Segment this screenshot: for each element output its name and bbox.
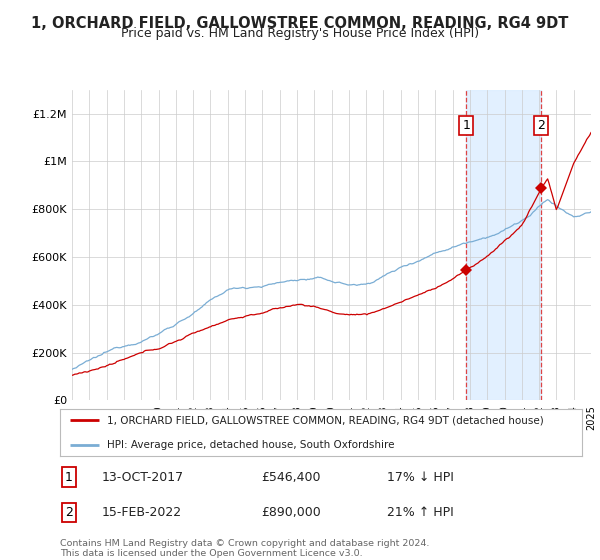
Text: 1: 1 <box>463 119 470 132</box>
Text: £890,000: £890,000 <box>261 506 321 519</box>
Text: 17% ↓ HPI: 17% ↓ HPI <box>387 470 454 484</box>
Text: HPI: Average price, detached house, South Oxfordshire: HPI: Average price, detached house, Sout… <box>107 440 394 450</box>
Text: £546,400: £546,400 <box>261 470 320 484</box>
Text: Price paid vs. HM Land Registry's House Price Index (HPI): Price paid vs. HM Land Registry's House … <box>121 27 479 40</box>
Text: 21% ↑ HPI: 21% ↑ HPI <box>387 506 454 519</box>
Text: 1, ORCHARD FIELD, GALLOWSTREE COMMON, READING, RG4 9DT: 1, ORCHARD FIELD, GALLOWSTREE COMMON, RE… <box>31 16 569 31</box>
Text: 13-OCT-2017: 13-OCT-2017 <box>102 470 184 484</box>
Text: 2: 2 <box>537 119 545 132</box>
Bar <box>466 90 541 400</box>
Text: 1: 1 <box>65 470 73 484</box>
Text: 2: 2 <box>65 506 73 519</box>
Text: 1, ORCHARD FIELD, GALLOWSTREE COMMON, READING, RG4 9DT (detached house): 1, ORCHARD FIELD, GALLOWSTREE COMMON, RE… <box>107 415 544 425</box>
Text: 15-FEB-2022: 15-FEB-2022 <box>102 506 182 519</box>
Text: Contains HM Land Registry data © Crown copyright and database right 2024.
This d: Contains HM Land Registry data © Crown c… <box>60 539 430 558</box>
